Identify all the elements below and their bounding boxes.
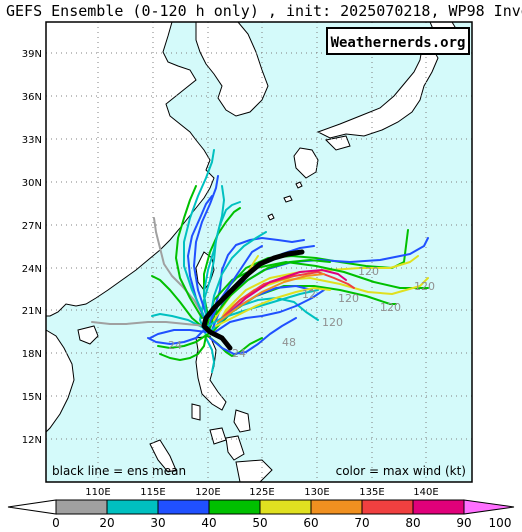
colorbar-left-arrow [7,499,57,515]
svg-text:Weathernerds.org: Weathernerds.org [331,35,466,51]
colorbar-tick: 0 [52,516,60,530]
track [91,321,207,327]
track [205,337,215,373]
track [193,175,219,315]
lon-tick: 125E [249,487,274,498]
track [215,259,331,315]
korea [195,21,269,117]
ensemble-tracks [91,149,429,373]
lat-tick: 18N [22,349,42,360]
track [151,313,205,329]
track [183,149,215,317]
hour-label: 120 [322,316,343,329]
colorbar-tick: 90 [456,516,471,530]
colorbar-right-arrow [463,499,515,515]
lat-tick: 36N [22,92,42,103]
samar [233,409,251,433]
hour-label: 120 [380,301,401,314]
track [209,231,267,319]
track [175,185,203,319]
palawan [149,439,177,473]
lat-axis: 39N 36N 33N 30N 27N 24N 21N 18N 15N 12N [22,49,42,446]
track [159,335,207,361]
track [217,273,325,323]
ryukyu [267,181,303,221]
track [147,329,205,345]
hour-label: 120 [338,292,359,305]
track [149,329,207,339]
lon-tick: 115E [140,487,165,498]
colorbar-tick: 30 [150,516,165,530]
lat-tick: 39N [22,49,42,60]
luzon [195,335,227,411]
watermark: Weathernerds.org [326,27,470,55]
lat-tick: 24N [22,264,42,275]
lon-tick: 130E [304,487,329,498]
lat-tick: 27N [22,221,42,232]
japan-kyushu [293,147,319,179]
colorbar: 0 20 30 40 50 60 70 80 90 100 [7,499,515,530]
lat-tick: 21N [22,306,42,317]
hainan [77,325,99,345]
lat-tick: 33N [22,135,42,146]
colorbar-seg [412,499,465,515]
track [205,261,429,331]
hour-label: 120 [414,280,435,293]
ensemble-mean-track [201,249,305,351]
hour-label: 12 [302,288,316,301]
track [223,269,347,319]
colorbar-seg [361,499,414,515]
lon-tick: 140E [413,487,438,498]
lon-tick: 120E [195,487,220,498]
lon-tick: 135E [359,487,384,498]
negros-cebu [225,435,245,461]
mindoro [191,403,201,421]
colorbar-tick: 100 [489,516,512,530]
lat-tick: 15N [22,392,42,403]
footer-left: black line = ens mean [52,464,186,478]
hour-label: 24 [232,347,246,360]
colorbar-seg [157,499,210,515]
colorbar-seg [310,499,363,515]
colorbar-tick: 70 [354,516,369,530]
hour-label: 24 [168,339,182,352]
colorbar-seg [259,499,312,515]
hour-labels: 120 120 120 120 120 48 24 24 12 [168,265,435,360]
lon-tick: 110E [85,487,110,498]
track [153,217,207,321]
colorbar-tick: 50 [252,516,267,530]
hour-label: 48 [282,336,296,349]
track [203,185,225,315]
colorbar-seg [208,499,261,515]
hour-label: 120 [358,265,379,278]
lat-tick: 30N [22,178,42,189]
chart-title: GEFS Ensemble (0-120 h only) , init: 202… [6,2,522,20]
lon-axis: 110E 115E 120E 125E 130E 135E 140E [85,487,438,498]
track [219,271,355,321]
indochina [45,329,75,434]
colorbar-tick: 80 [405,516,420,530]
track [215,287,331,327]
colorbar-tick: 20 [99,516,114,530]
colorbar-tick: 60 [303,516,318,530]
mindanao [235,459,273,483]
lat-tick: 12N [22,435,42,446]
colorbar-seg [55,499,108,515]
colorbar-seg [106,499,159,515]
track [211,289,325,335]
japan-honshu [316,43,439,139]
track [151,275,207,331]
track [157,333,209,349]
footer-right: color = max wind (kt) [336,464,466,478]
colorbar-tick: 40 [201,516,216,530]
track [209,317,297,355]
map-frame [45,21,473,483]
